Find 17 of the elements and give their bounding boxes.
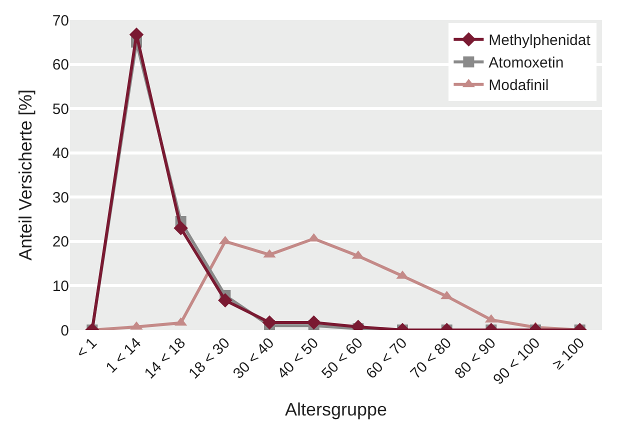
y-tick-label: 10 — [52, 278, 69, 295]
y-tick-label: 60 — [52, 56, 69, 74]
x-axis-title: Altersgruppe — [284, 399, 388, 420]
x-tick-label: < 1 — [73, 334, 100, 362]
point — [174, 220, 188, 236]
y-tick-label: 30 — [52, 189, 69, 206]
x-tick-label: ≥ 100 — [549, 334, 588, 374]
legend-label: Modafinil — [488, 77, 549, 94]
y-axis-title: Anteil Versicherte [%] — [16, 89, 36, 261]
point — [129, 27, 144, 42]
y-tick-label: 20 — [52, 234, 69, 251]
y-tick-label: 70 — [52, 12, 69, 30]
y-tick-label: 50 — [52, 100, 69, 118]
legend-label: Atomoxetin — [488, 54, 564, 72]
y-tick-label: 0 — [60, 322, 69, 340]
y-tick-label: 40 — [52, 145, 69, 162]
legend-label: Methylphenidat — [488, 32, 592, 50]
